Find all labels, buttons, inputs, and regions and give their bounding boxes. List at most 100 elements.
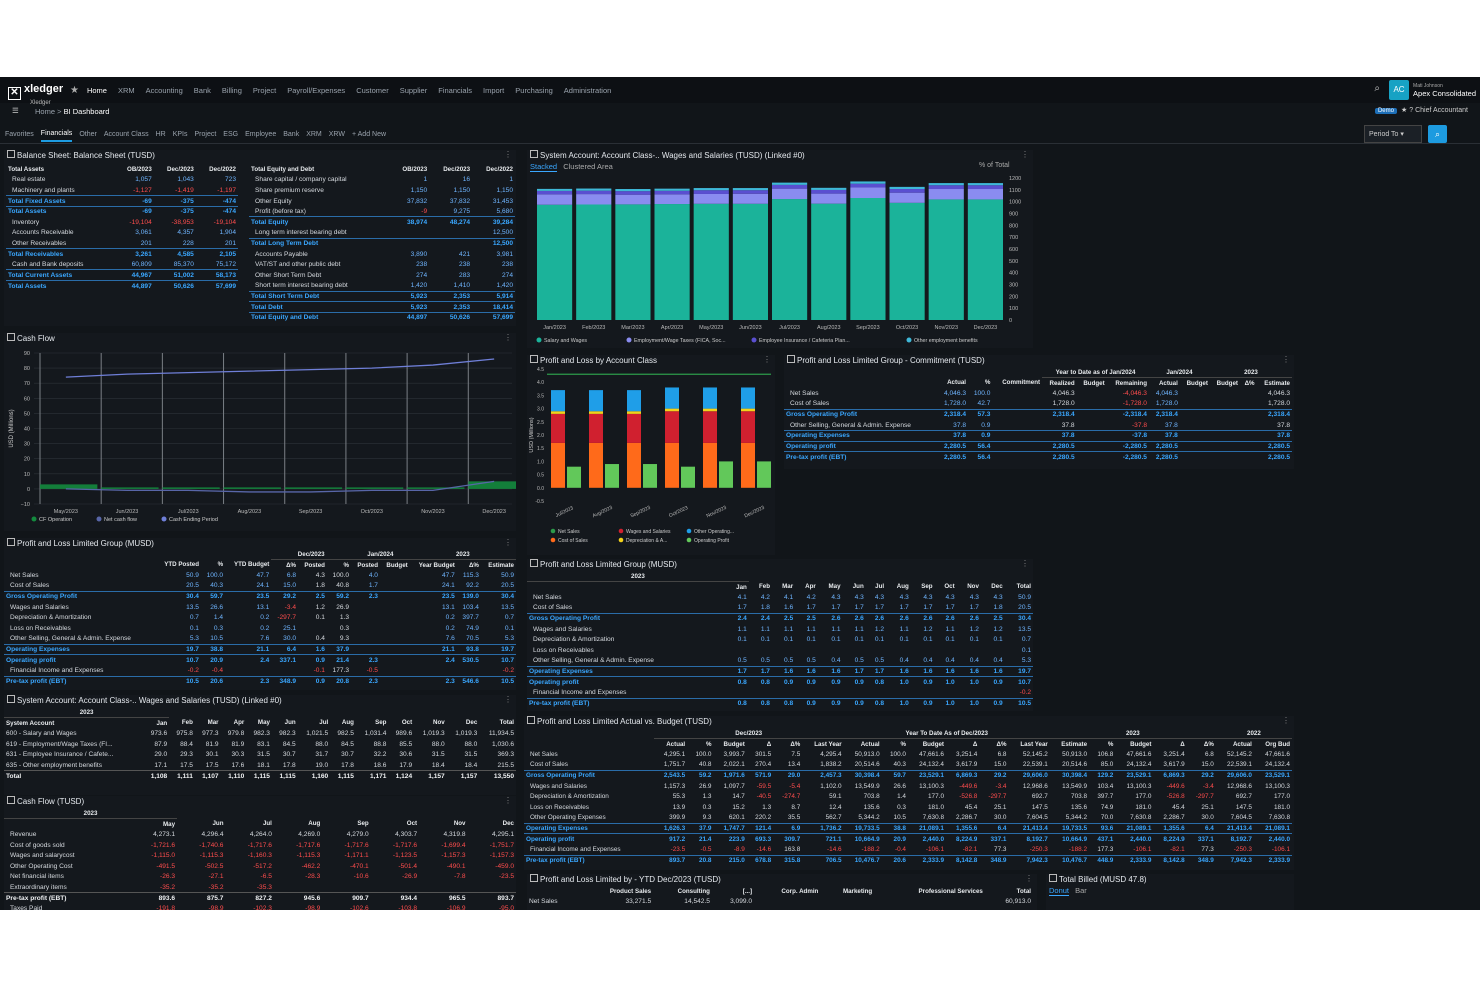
more-icon[interactable]: ⋮: [504, 695, 512, 704]
table-cell: 93.6: [1089, 822, 1116, 834]
table-cell: 17.9: [399, 761, 413, 769]
tab-project[interactable]: Project: [194, 131, 217, 138]
more-icon[interactable]: ⋮: [763, 355, 771, 364]
nav-purchasing[interactable]: Purchasing: [515, 85, 553, 95]
nav-xrm[interactable]: XRM: [117, 85, 135, 95]
table-cell: -459.0: [495, 862, 514, 870]
table-row: Financial Income and Expenses -0.2: [527, 688, 1033, 699]
tab-xrm[interactable]: XRM: [306, 131, 322, 138]
tab-bank[interactable]: Bank: [283, 131, 300, 138]
tab-favorites[interactable]: Favorites: [5, 131, 34, 138]
tab-bar[interactable]: Bar: [1075, 886, 1087, 895]
tab-employee[interactable]: Employee: [245, 131, 277, 138]
table-cell: 17.5: [205, 761, 219, 769]
nav-customer[interactable]: Customer: [356, 85, 389, 95]
tab-xrw[interactable]: XRW: [328, 131, 345, 138]
nav-project[interactable]: Project: [252, 85, 277, 95]
table-cell: Share capital / company capital: [255, 176, 347, 184]
more-icon[interactable]: ⋮: [1025, 874, 1033, 883]
table-cell: 12,500: [472, 237, 515, 249]
table-cell: -1,157.3: [489, 852, 514, 860]
add-new-tab-button[interactable]: + Add New: [351, 131, 387, 138]
more-icon[interactable]: ⋮: [1021, 150, 1029, 159]
table-cell: 23.5: [409, 590, 457, 602]
panel-title: Cash Flow (TUSD): [7, 796, 84, 806]
tab-hr[interactable]: HR: [155, 131, 166, 138]
more-icon[interactable]: ⋮: [504, 150, 512, 159]
more-icon[interactable]: ⋮: [504, 538, 512, 547]
wages-bar-segment: [772, 184, 808, 189]
column-header: Feb: [181, 719, 193, 727]
table-cell: 3,617.9: [956, 761, 978, 769]
table-cell: 1.6: [784, 604, 794, 612]
table-cell: 42.7: [977, 400, 991, 408]
more-icon[interactable]: ⋮: [504, 333, 512, 342]
table-cell: 2.6: [956, 612, 981, 624]
table-cell: 7,604.5: [1026, 814, 1048, 822]
menu-icon[interactable]: ☰: [12, 106, 19, 115]
search-button[interactable]: ⌕: [1428, 125, 1447, 143]
table-cell: 1,102.0: [820, 782, 842, 790]
table-cell: 100.0: [973, 389, 991, 397]
tab-area[interactable]: Area: [596, 162, 613, 171]
search-icon[interactable]: ⌕: [1374, 83, 1380, 94]
tab-account-class[interactable]: Account Class: [103, 131, 149, 138]
wages-bar-segment: [732, 193, 768, 204]
more-icon[interactable]: ⋮: [1282, 355, 1290, 364]
tab-other[interactable]: Other: [79, 131, 97, 138]
y-tick-label: 1000: [1009, 200, 1021, 206]
xledger-logo[interactable]: ✕ xledger Xledger: [8, 83, 63, 106]
help-icon[interactable]: ?: [1409, 107, 1414, 114]
tab-kpis[interactable]: KPIs: [172, 131, 188, 138]
tab-financials[interactable]: Financials: [40, 127, 73, 142]
table-cell: 7,630.8: [1130, 814, 1152, 822]
table-cell: 31,453: [492, 197, 513, 205]
nav-supplier[interactable]: Supplier: [399, 85, 428, 95]
table-cell: -188.2: [1068, 846, 1088, 854]
more-icon[interactable]: ⋮: [1021, 559, 1029, 568]
nav-financials[interactable]: Financials: [438, 85, 472, 95]
table-row: Other Operating Expenses 399.9 9.3 620.1 220…: [524, 813, 1292, 824]
breadcrumb-home[interactable]: Home: [35, 107, 56, 116]
table-cell: Total Long Term Debt: [249, 237, 390, 249]
tab-esg[interactable]: ESG: [223, 131, 239, 138]
table-cell: 1,728.0: [1052, 400, 1075, 408]
tab-donut[interactable]: Donut: [1049, 886, 1070, 896]
table-cell: 1: [509, 176, 513, 184]
table-row: Total Equity 38,974 48,274 39,284: [249, 216, 515, 228]
table-cell: 4,264.0: [249, 830, 272, 838]
avatar[interactable]: AC: [1389, 80, 1410, 100]
nav-administration[interactable]: Administration: [563, 85, 612, 95]
nav-bank[interactable]: Bank: [193, 85, 211, 95]
nav-accounting[interactable]: Accounting: [145, 85, 183, 95]
period-select[interactable]: Period To ▾: [1364, 125, 1422, 143]
nav-import[interactable]: Import: [483, 85, 505, 95]
table-cell: 0.8: [771, 697, 796, 709]
role-selector[interactable]: Chief Accountant: [1415, 107, 1468, 114]
y-tick-label: 1200: [1009, 176, 1021, 182]
table-cell: Depreciation & Amortization: [530, 793, 609, 801]
nav-billing[interactable]: Billing: [221, 85, 242, 95]
more-icon[interactable]: ⋮: [1282, 716, 1290, 725]
wages-bar-segment: [967, 183, 1003, 186]
table-cell: 147.5: [1031, 803, 1048, 811]
more-icon[interactable]: ⋮: [504, 796, 512, 805]
x-tick-label: Jul/2023: [178, 509, 199, 515]
table-cell: Real estate: [12, 176, 46, 184]
percent-toggle[interactable]: % of Total: [979, 162, 1010, 169]
table-cell: 20,514.6: [1062, 761, 1088, 769]
star-icon[interactable]: ★: [1400, 107, 1408, 114]
wages-bar-segment: [850, 181, 886, 184]
table-cell: 81.9: [231, 740, 245, 748]
balance-assets-table: Total Assets OB/2023 Dec/2023 Dec/2022 Real …: [6, 164, 238, 292]
nav-payroll[interactable]: Payroll/Expenses: [287, 85, 346, 95]
table-cell: [351, 613, 380, 624]
table-cell: Other Selling, General & Admin. Expense: [790, 421, 911, 429]
user-box[interactable]: AC Mati Johnson Apex Consolidated: [1389, 80, 1476, 100]
favorites-star-icon[interactable]: ★: [70, 84, 79, 96]
cash-flow-table: 2023 May Jun Jul Aug Sep Oct Nov Dec Revenue 4,273…: [4, 808, 516, 910]
table-row: Net Sales 4,046.3 100.0 4,046.3 -4,046.3 4,04…: [784, 388, 1292, 399]
tab-stacked[interactable]: Stacked: [530, 162, 558, 172]
nav-home[interactable]: Home: [86, 85, 107, 95]
tab-clustered[interactable]: Clustered: [563, 162, 596, 171]
